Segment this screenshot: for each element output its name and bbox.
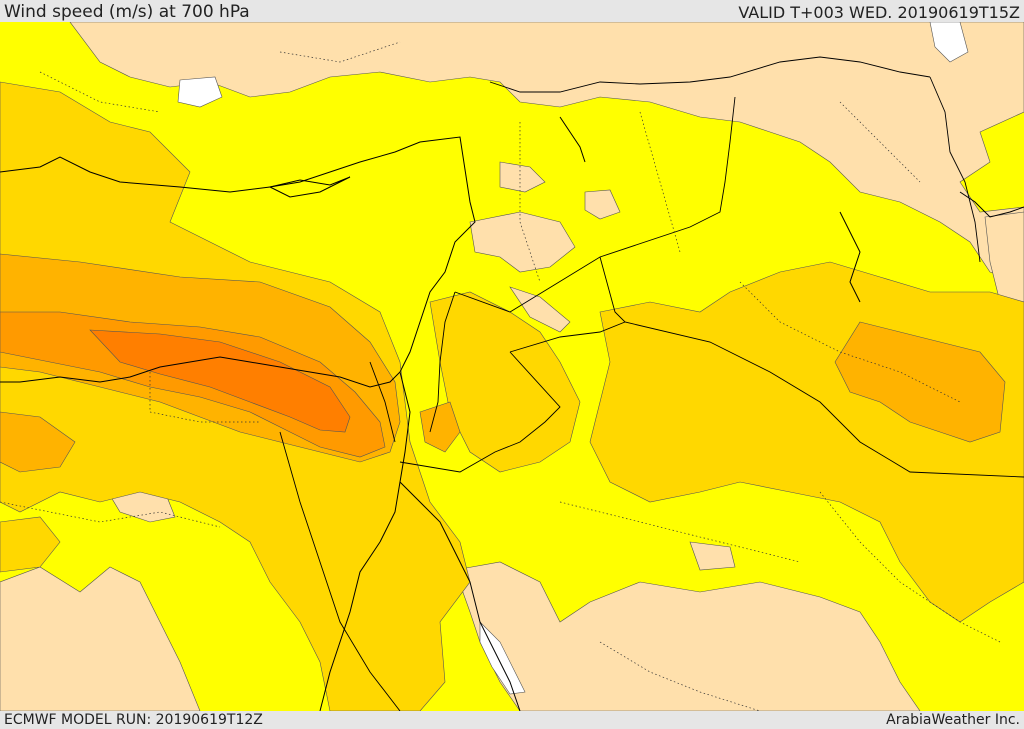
moderate-area-sw: [0, 516, 61, 573]
province-borders: [0, 41, 1001, 711]
coastlines: [0, 116, 1024, 711]
valid-time: VALID T+003 WED. 20190619T15Z: [738, 3, 1020, 22]
country-borders: [279, 56, 1024, 711]
model-run: ECMWF MODEL RUN: 20190619T12Z: [4, 712, 263, 728]
header-bar: Wind speed (m/s) at 700 hPa VALID T+003 …: [0, 0, 1024, 22]
fresh-area-west: [0, 411, 76, 473]
footer-bar: ECMWF MODEL RUN: 20190619T12Z ArabiaWeat…: [0, 711, 1024, 729]
credit: ArabiaWeather Inc.: [886, 712, 1020, 728]
calm-area-syria: [499, 161, 546, 193]
calm-area-north: [69, 22, 1024, 283]
calm-area-levant: [469, 211, 576, 273]
calm-patch-3: [689, 541, 736, 571]
wind-map: [0, 22, 1024, 711]
fresh-area-sinai: [419, 401, 461, 453]
water-gap-caspian: [929, 22, 969, 63]
calm-patch-1: [584, 189, 621, 220]
map-title: Wind speed (m/s) at 700 hPa: [4, 2, 250, 22]
water-gap-red-sea: [479, 621, 526, 695]
water-gap-aegean: [177, 76, 223, 108]
strongest-area: [89, 329, 351, 433]
calm-area-egypt: [0, 566, 201, 711]
calm-area-hejaz: [454, 561, 921, 711]
calm-patch-2: [509, 286, 571, 333]
strong-area: [0, 311, 386, 458]
